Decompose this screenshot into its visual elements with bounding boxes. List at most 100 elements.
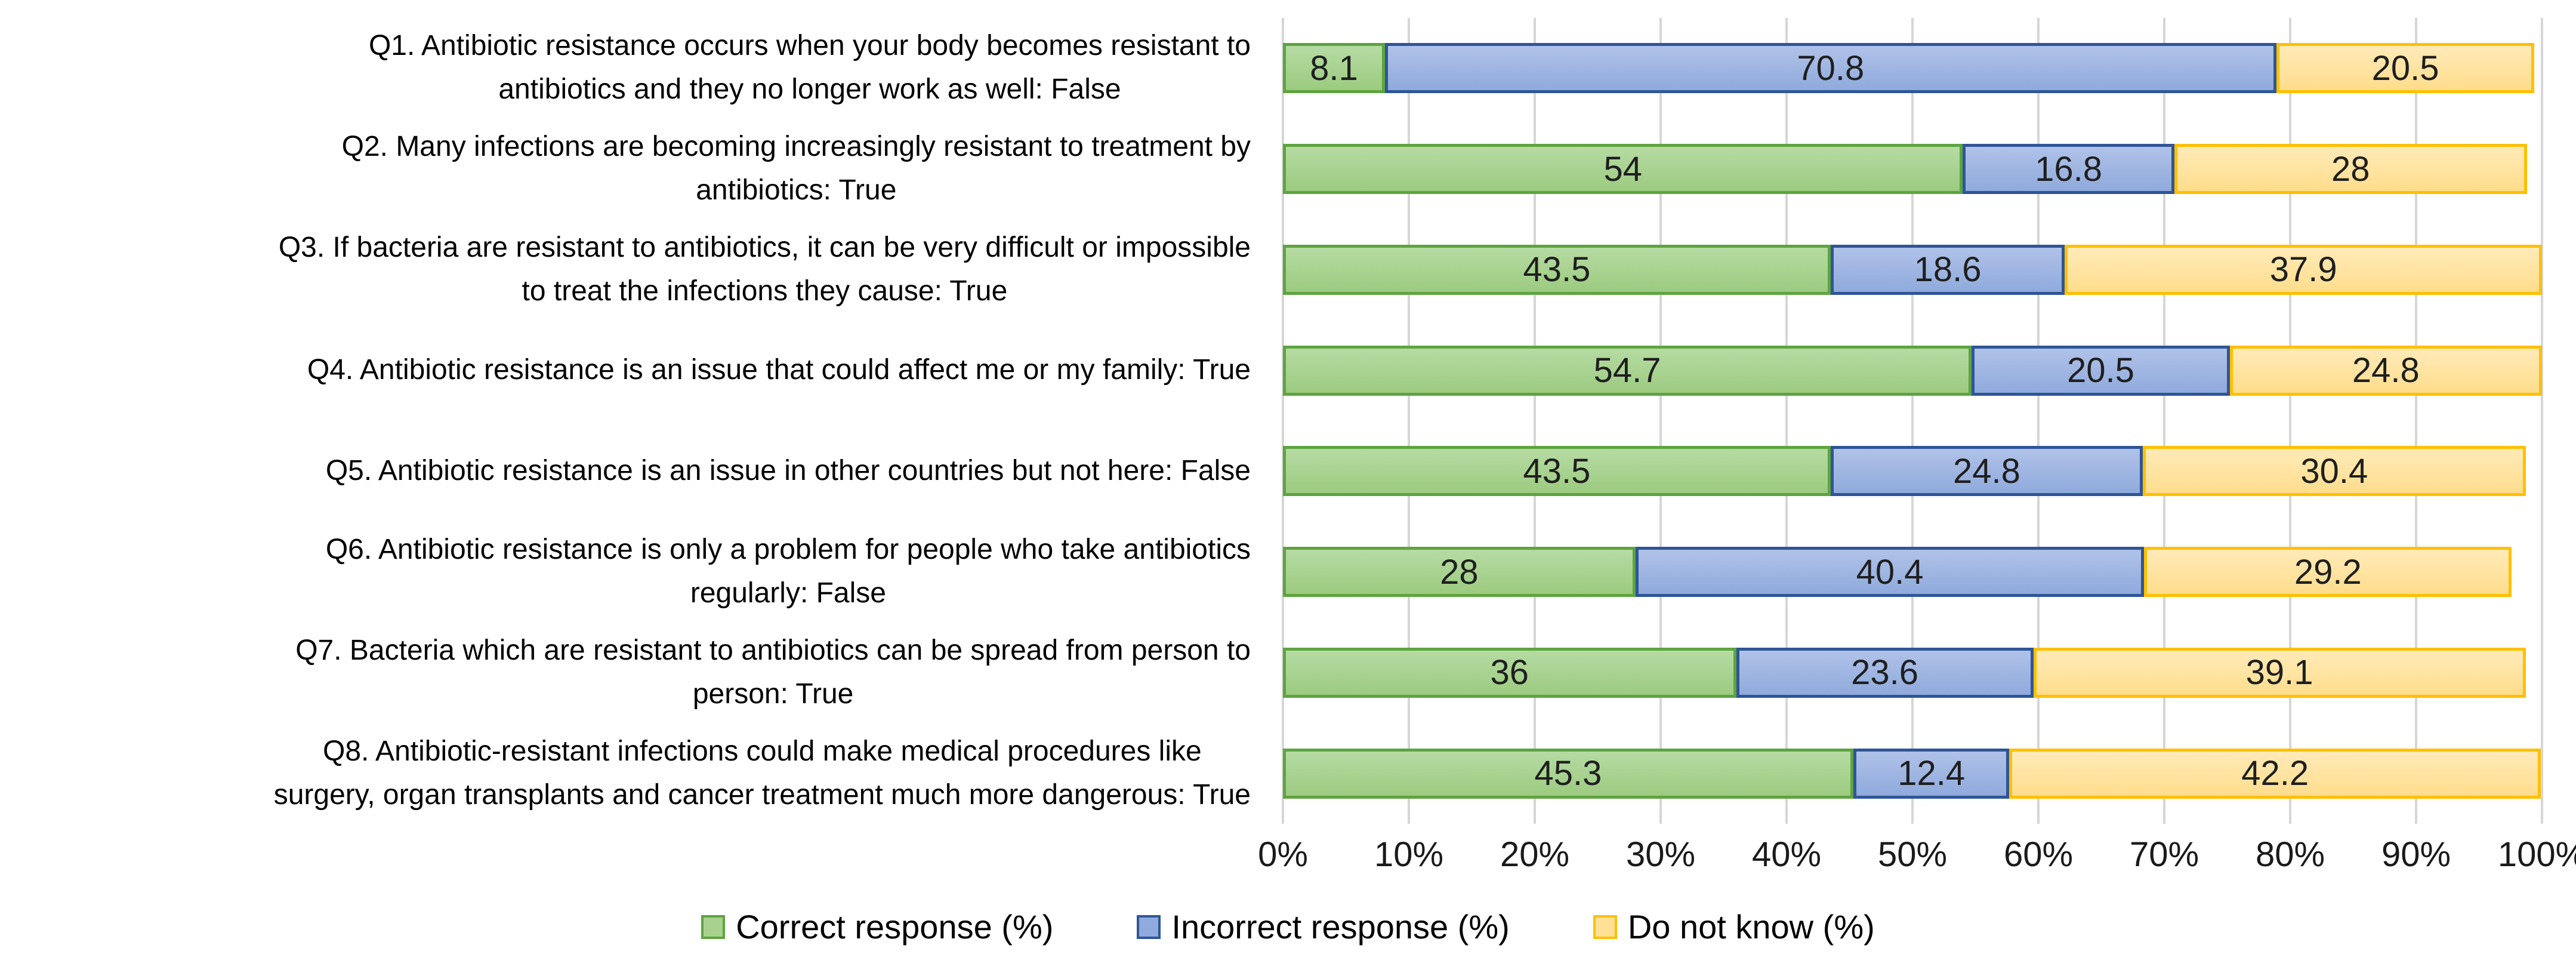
- bar-row: 54 16.8 28: [1283, 119, 2542, 220]
- legend-label: Correct response (%): [736, 908, 1054, 946]
- stacked-bar: 43.5 24.8 30.4: [1283, 446, 2542, 497]
- data-label: 8.1: [1310, 48, 1358, 88]
- bar-segment-correct: 45.3: [1283, 748, 1853, 799]
- bar-segment-incorrect: 16.8: [1963, 144, 2174, 195]
- label-row: Q4. Antibiotic resistance is an issue th…: [6, 320, 1266, 421]
- category-label: Q1. Antibiotic resistance occurs when yo…: [368, 30, 1251, 106]
- bar-segment-correct: 54.7: [1283, 345, 1972, 396]
- gridline: [2415, 18, 2417, 824]
- legend-label: Incorrect response (%): [1171, 908, 1510, 946]
- legend-marker-incorrect-icon: [1137, 915, 1161, 939]
- bar-row: 43.5 18.6 37.9: [1283, 220, 2542, 321]
- bar-segment-incorrect: 20.5: [1972, 345, 2230, 396]
- label-row: Q3. If bacteria are resistant to antibio…: [6, 220, 1266, 321]
- gridline: [2163, 18, 2165, 824]
- data-label: 36: [1490, 653, 1529, 692]
- data-label: 45.3: [1534, 754, 1602, 793]
- label-row: Q5. Antibiotic resistance is an issue in…: [6, 421, 1266, 522]
- bar-segment-incorrect: 24.8: [1830, 446, 2143, 497]
- gridline: [2541, 18, 2543, 824]
- gridline: [1408, 18, 1410, 824]
- category-label: Q8. Antibiotic-resistant infections coul…: [273, 735, 1251, 811]
- bar-segment-donotknow: 24.8: [2229, 345, 2542, 396]
- bar-segment-correct: 8.1: [1283, 43, 1385, 94]
- label-row: Q2. Many infections are becoming increas…: [6, 119, 1266, 220]
- data-label: 20.5: [2371, 48, 2439, 88]
- data-label: 20.5: [2066, 351, 2134, 390]
- data-label: 39.1: [2245, 653, 2313, 692]
- bar-segment-donotknow: 42.2: [2009, 748, 2541, 799]
- data-label: 43.5: [1523, 451, 1591, 491]
- data-label: 12.4: [1898, 754, 1966, 793]
- category-label: Q4. Antibiotic resistance is an issue th…: [307, 354, 1251, 386]
- data-label: 23.6: [1851, 653, 1919, 692]
- bar-segment-donotknow: 30.4: [2143, 446, 2526, 497]
- bar-row: 43.5 24.8 30.4: [1283, 421, 2542, 522]
- bar-segment-donotknow: 37.9: [2065, 244, 2542, 295]
- bar-row: 28 40.4 29.2: [1283, 522, 2542, 623]
- data-label: 16.8: [2035, 149, 2103, 189]
- stacked-bar: 45.3 12.4 42.2: [1283, 748, 2542, 799]
- gridline: [2289, 18, 2291, 824]
- label-row: Q6. Antibiotic resistance is only a prob…: [6, 522, 1266, 623]
- data-label: 43.5: [1523, 250, 1591, 290]
- label-row: Q1. Antibiotic resistance occurs when yo…: [6, 18, 1266, 119]
- category-label: Q5. Antibiotic resistance is an issue in…: [325, 454, 1251, 487]
- category-label: Q7. Bacteria which are resistant to anti…: [295, 634, 1251, 710]
- label-row: Q7. Bacteria which are resistant to anti…: [6, 623, 1266, 723]
- x-tick-label: 0%: [1258, 835, 1308, 874]
- x-axis: 0% 10% 20% 30% 40% 50% 60% 70% 80% 90% 100%: [1258, 835, 2576, 876]
- bar-row: 8.1 70.8 20.5: [1283, 18, 2542, 119]
- bar-segment-correct: 28: [1283, 547, 1636, 598]
- bar-rows: 8.1 70.8 20.5 54 16.8 28 43.5 18.6 37.9 54.7 20.5 2…: [1283, 18, 2542, 824]
- x-tick-label: 80%: [2255, 835, 2325, 874]
- x-tick-label: 90%: [2381, 835, 2451, 874]
- label-row: Q8. Antibiotic-resistant infections coul…: [6, 723, 1266, 824]
- data-label: 28: [2331, 149, 2370, 189]
- category-label: Q2. Many infections are becoming increas…: [341, 131, 1251, 207]
- bar-row: 36 23.6 39.1: [1283, 623, 2542, 723]
- gridline: [1282, 18, 1284, 824]
- bar-segment-incorrect: 18.6: [1830, 244, 2065, 295]
- category-axis-labels: Q1. Antibiotic resistance occurs when yo…: [6, 18, 1266, 824]
- gridline: [1911, 18, 1914, 824]
- data-label: 18.6: [1914, 250, 1982, 290]
- bar-segment-correct: 43.5: [1283, 244, 1831, 295]
- data-label: 37.9: [2269, 250, 2337, 290]
- x-tick-label: 70%: [2129, 835, 2199, 874]
- x-tick-label: 40%: [1751, 835, 1822, 874]
- gridline: [2037, 18, 2040, 824]
- category-label: Q3. If bacteria are resistant to antibio…: [278, 231, 1251, 307]
- bar-segment-incorrect: 12.4: [1853, 748, 2010, 799]
- data-label: 54: [1603, 149, 1642, 189]
- stacked-bar: 43.5 18.6 37.9: [1283, 244, 2542, 295]
- data-label: 40.4: [1856, 552, 1924, 592]
- bar-segment-donotknow: 29.2: [2144, 547, 2512, 598]
- gridline: [1785, 18, 1788, 824]
- stacked-bar: 36 23.6 39.1: [1283, 647, 2542, 698]
- bar-segment-correct: 54: [1283, 144, 1963, 195]
- legend-label: Do not know (%): [1627, 908, 1875, 946]
- bar-segment-correct: 43.5: [1283, 446, 1831, 497]
- bar-row: 45.3 12.4 42.2: [1283, 723, 2542, 824]
- gridline: [1534, 18, 1536, 824]
- legend-item-incorrect: Incorrect response (%): [1137, 907, 1510, 946]
- bar-segment-donotknow: 28: [2174, 144, 2527, 195]
- legend-marker-donotknow-icon: [1593, 915, 1617, 939]
- data-label: 70.8: [1797, 48, 1865, 88]
- bar-row: 54.7 20.5 24.8: [1283, 320, 2542, 421]
- x-tick-label: 10%: [1374, 835, 1444, 874]
- x-tick-label: 30%: [1625, 835, 1696, 874]
- data-label: 54.7: [1593, 351, 1661, 390]
- x-tick-label: 50%: [1877, 835, 1948, 874]
- legend-marker-correct-icon: [701, 915, 726, 939]
- stacked-bar: 54.7 20.5 24.8: [1283, 345, 2542, 396]
- gridline: [1659, 18, 1662, 824]
- bar-segment-correct: 36: [1283, 647, 1736, 698]
- legend-item-correct: Correct response (%): [701, 907, 1053, 946]
- bar-segment-incorrect: 70.8: [1384, 43, 2276, 94]
- data-label: 30.4: [2300, 451, 2368, 491]
- category-label: Q6. Antibiotic resistance is only a prob…: [325, 534, 1251, 609]
- data-label: 29.2: [2294, 552, 2362, 592]
